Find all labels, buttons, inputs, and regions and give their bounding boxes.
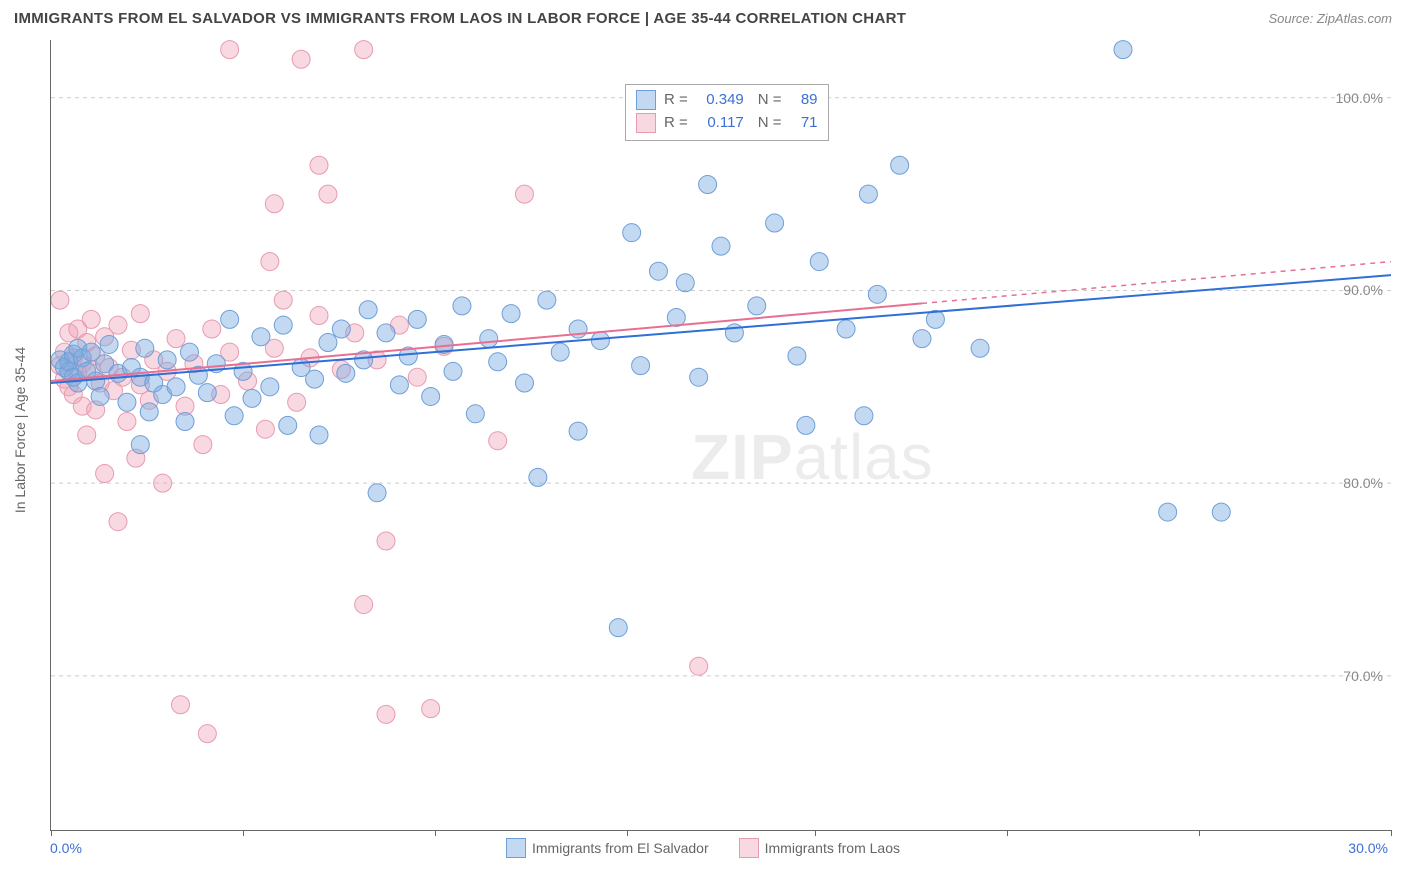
legend-item-series1: Immigrants from El Salvador — [506, 838, 709, 858]
stats-row-series2: R = 0.117 N = 71 — [636, 112, 818, 135]
r-value-series1: 0.349 — [696, 89, 744, 112]
n-value-series2: 71 — [790, 112, 818, 135]
x-tick — [243, 830, 244, 836]
y-tick-label: 80.0% — [1343, 475, 1383, 491]
scatter-svg — [51, 40, 1391, 830]
x-tick — [51, 830, 52, 836]
correlation-stats-box: R = 0.349 N = 89 R = 0.117 N = 71 — [625, 84, 829, 141]
legend-label-series2: Immigrants from Laos — [765, 840, 900, 856]
x-tick — [435, 830, 436, 836]
y-tick-label: 70.0% — [1343, 668, 1383, 684]
x-axis-min-label: 0.0% — [50, 840, 82, 856]
n-value-series1: 89 — [790, 89, 818, 112]
swatch-series2 — [636, 113, 656, 133]
chart-title: IMMIGRANTS FROM EL SALVADOR VS IMMIGRANT… — [14, 10, 906, 27]
x-axis-max-label: 30.0% — [1348, 840, 1388, 856]
legend-item-series2: Immigrants from Laos — [739, 838, 900, 858]
swatch-series2-legend — [739, 838, 759, 858]
x-tick — [815, 830, 816, 836]
y-axis-title: In Labor Force | Age 35-44 — [12, 347, 28, 513]
r-value-series2: 0.117 — [696, 112, 744, 135]
legend-label-series1: Immigrants from El Salvador — [532, 840, 709, 856]
y-tick-label: 90.0% — [1343, 282, 1383, 298]
stats-row-series1: R = 0.349 N = 89 — [636, 89, 818, 112]
swatch-series1 — [636, 90, 656, 110]
legend-bottom: Immigrants from El Salvador Immigrants f… — [506, 838, 900, 858]
source-label: Source: ZipAtlas.com — [1268, 11, 1392, 26]
swatch-series1-legend — [506, 838, 526, 858]
x-tick — [627, 830, 628, 836]
x-tick — [1199, 830, 1200, 836]
y-tick-label: 100.0% — [1336, 90, 1383, 106]
x-tick — [1391, 830, 1392, 836]
x-tick — [1007, 830, 1008, 836]
chart-plot-area: ZIPatlas R = 0.349 N = 89 R = 0.117 N = … — [50, 40, 1391, 831]
